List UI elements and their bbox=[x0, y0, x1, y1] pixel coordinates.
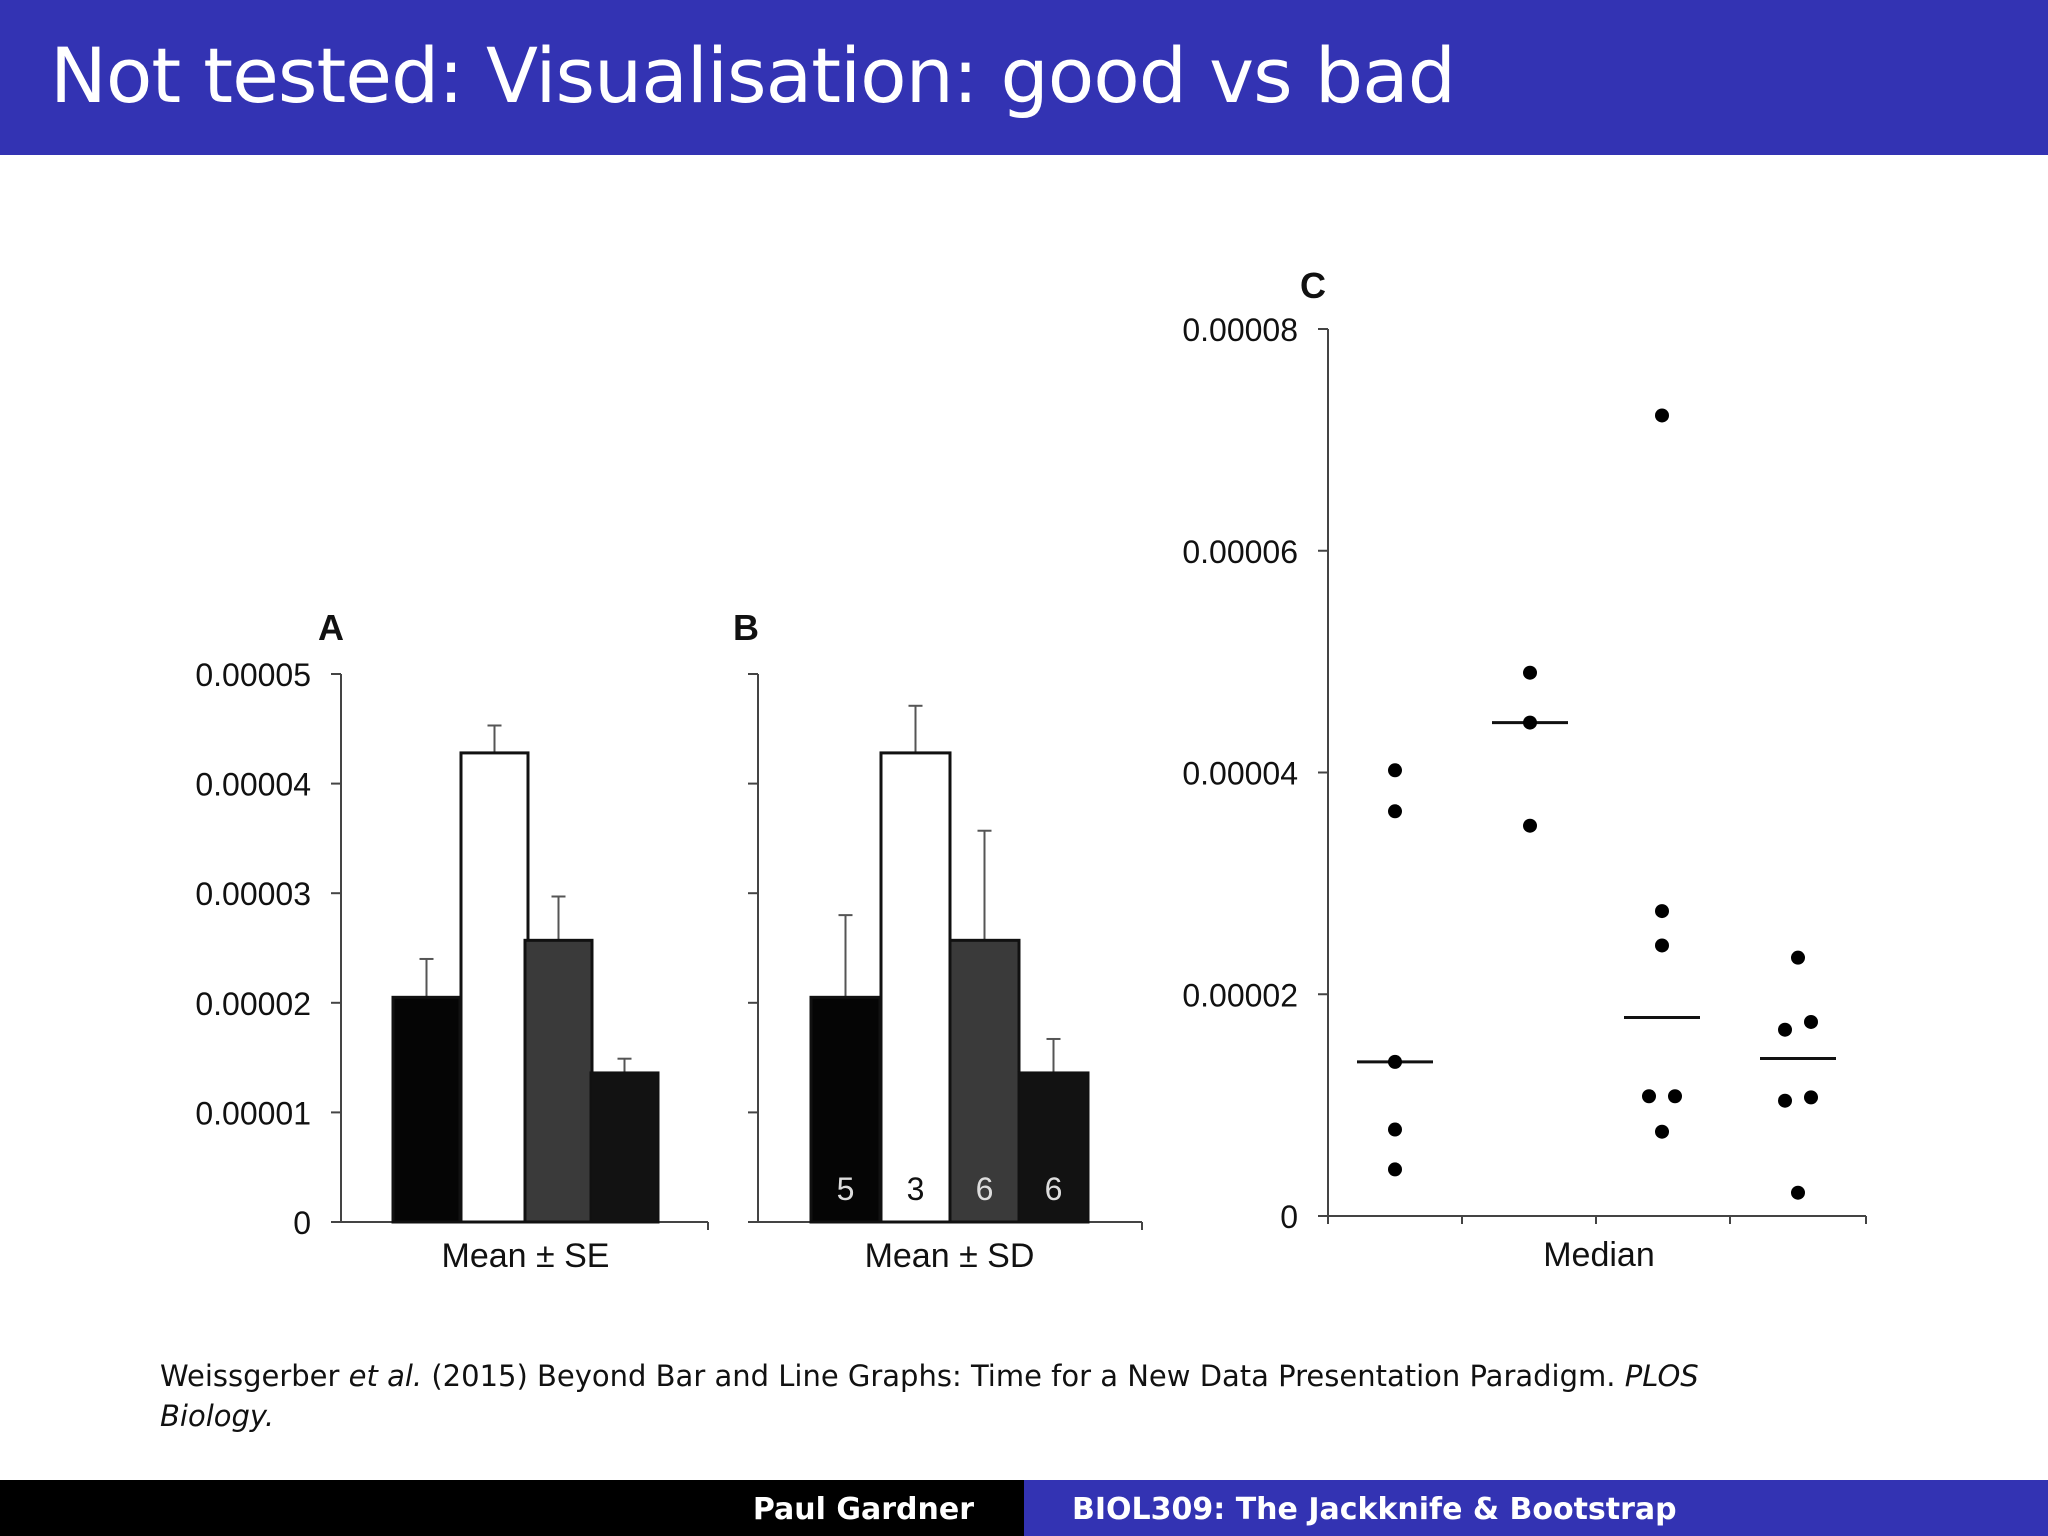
y-tick-label: 0.00008 bbox=[1182, 312, 1298, 348]
n-label: 3 bbox=[907, 1171, 925, 1207]
footer-author: Paul Gardner bbox=[752, 1492, 974, 1527]
n-label: 6 bbox=[976, 1171, 994, 1207]
citation-journal: PLOS Biology. bbox=[160, 1359, 1699, 1433]
footer-left: Paul Gardner bbox=[0, 1480, 1024, 1536]
footer: Paul Gardner BIOL309: The Jackknife & Bo… bbox=[0, 1480, 2048, 1536]
panel-letter-a: A bbox=[318, 607, 344, 648]
data-point bbox=[1655, 938, 1669, 953]
y-tick-label: 0.00003 bbox=[195, 876, 311, 912]
data-point bbox=[1655, 904, 1669, 919]
citation-text: (2015) Beyond Bar and Line Graphs: Time … bbox=[422, 1359, 1625, 1393]
panel-a-chart: A 0 0.00001 0.00002 0.00003 0.00004 0.00005 Mea… bbox=[195, 607, 709, 1275]
n-label: 5 bbox=[837, 1171, 855, 1207]
data-point bbox=[1523, 818, 1537, 833]
bar-1 bbox=[391, 995, 462, 1224]
panel-c-chart: C 0 0.00002 0.00004 0.00006 0.00008 Median bbox=[1182, 265, 1867, 1274]
y-tick-label: 0.00005 bbox=[195, 657, 311, 693]
y-tick-label: 0.00002 bbox=[1182, 977, 1298, 1013]
data-point bbox=[1655, 1124, 1669, 1139]
data-point bbox=[1642, 1089, 1656, 1104]
bar-3 bbox=[523, 938, 594, 1224]
panel-letter-c: C bbox=[1300, 265, 1326, 306]
data-point bbox=[1523, 665, 1537, 680]
data-point bbox=[1388, 804, 1402, 819]
y-tick-label: 0.00002 bbox=[195, 986, 311, 1022]
y-tick-label: 0.00006 bbox=[1182, 534, 1298, 570]
data-point bbox=[1778, 1022, 1792, 1037]
data-point bbox=[1388, 1054, 1402, 1069]
title-bar: Not tested: Visualisation: good vs bad bbox=[0, 0, 2048, 155]
panel-b-chart: B 5 3 6 6 Mean ± SD bbox=[733, 607, 1143, 1275]
y-tick-label: 0 bbox=[293, 1205, 311, 1241]
y-tick-label: 0 bbox=[1280, 1199, 1298, 1235]
bar-2 bbox=[879, 751, 952, 1224]
panel-letter-b: B bbox=[733, 607, 759, 648]
data-point bbox=[1655, 408, 1669, 423]
data-point bbox=[1804, 1090, 1818, 1105]
bar-1 bbox=[809, 995, 882, 1224]
data-point bbox=[1791, 1185, 1805, 1200]
citation: Weissgerber et al. (2015) Beyond Bar and… bbox=[160, 1356, 1820, 1436]
bar-2 bbox=[459, 751, 530, 1224]
y-tick-label: 0.00004 bbox=[1182, 756, 1298, 792]
data-point bbox=[1388, 763, 1402, 778]
y-tick-label: 0.00004 bbox=[195, 767, 311, 803]
x-axis-label: Mean ± SD bbox=[865, 1237, 1035, 1275]
x-axis-label: Median bbox=[1543, 1236, 1655, 1274]
footer-right: BIOL309: The Jackknife & Bootstrap bbox=[1024, 1480, 2048, 1536]
data-point bbox=[1523, 715, 1537, 730]
footer-course: BIOL309: The Jackknife & Bootstrap bbox=[1072, 1492, 1677, 1527]
data-point bbox=[1388, 1162, 1402, 1177]
data-point bbox=[1668, 1089, 1682, 1104]
data-point bbox=[1804, 1014, 1818, 1029]
data-point bbox=[1388, 1122, 1402, 1137]
bar-4 bbox=[1017, 1071, 1090, 1224]
y-tick-label: 0.00001 bbox=[195, 1095, 311, 1131]
data-point bbox=[1791, 950, 1805, 965]
n-label: 6 bbox=[1045, 1171, 1063, 1207]
bar-4 bbox=[589, 1071, 660, 1224]
citation-etal: et al. bbox=[348, 1359, 423, 1393]
citation-authors: Weissgerber bbox=[160, 1359, 340, 1393]
figure: A 0 0.00001 0.00002 0.00003 0.00004 0.00005 Mea… bbox=[195, 265, 1867, 1275]
slide-title: Not tested: Visualisation: good vs bad bbox=[50, 31, 1456, 120]
x-axis-label: Mean ± SE bbox=[442, 1237, 610, 1275]
data-point bbox=[1778, 1093, 1792, 1108]
